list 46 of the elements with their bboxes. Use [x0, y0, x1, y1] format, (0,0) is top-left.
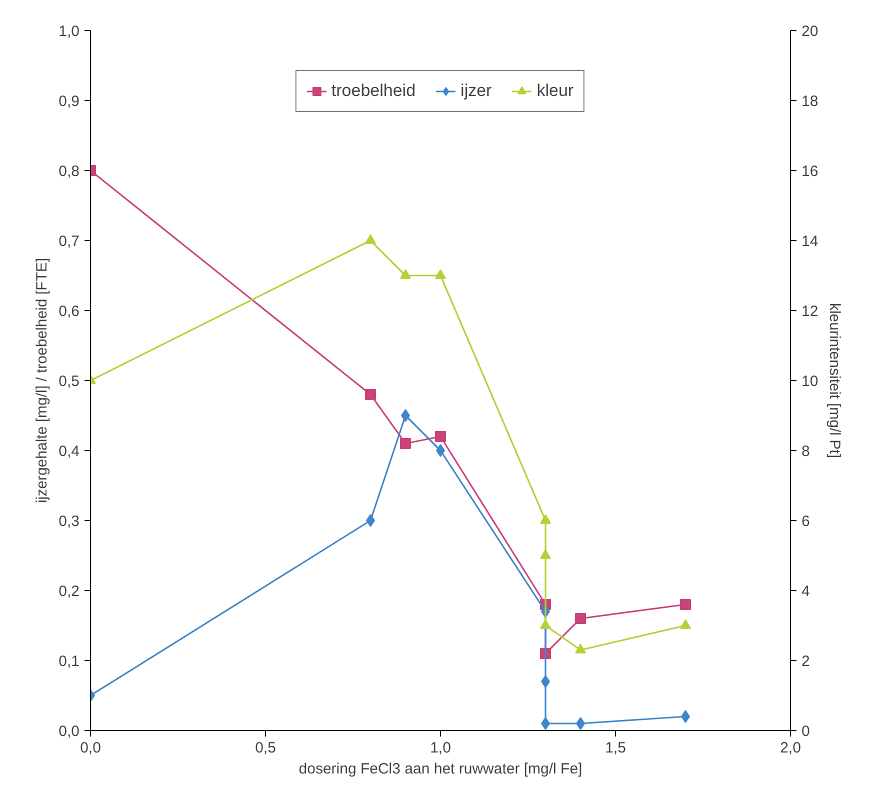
x-tick-label: 0,0: [80, 740, 101, 756]
point: [575, 613, 586, 624]
point: [575, 644, 586, 654]
y-tick-label: 0,7: [58, 233, 80, 250]
legend-label: kleur: [536, 81, 574, 101]
y2-tick-label: 4: [802, 583, 810, 600]
point: [540, 549, 551, 559]
x-axis-title: dosering FeCl3 aan het ruwwater [mg/l Fe]: [298, 760, 582, 778]
y-axis-title: ijzergehalte [mg/l] / troebelheid [FTE]: [34, 258, 51, 504]
y-tick-label: 0,4: [58, 443, 80, 460]
point: [400, 438, 411, 449]
x-tick-label: 2,0: [780, 740, 801, 756]
point: [540, 619, 551, 629]
y2-tick-label: 18: [802, 93, 818, 110]
y-tick-label: 0,3: [58, 513, 80, 530]
y-tick-label: 0,2: [58, 583, 80, 600]
point: [365, 234, 376, 244]
point: [680, 599, 691, 610]
y-tick-label: 0,5: [58, 373, 80, 390]
x-tick-label: 0,5: [255, 740, 276, 756]
legend-label: ijzer: [460, 81, 492, 101]
point: [365, 389, 376, 400]
y2-tick-label: 16: [802, 163, 818, 180]
point: [435, 431, 446, 442]
y2-tick-label: 10: [802, 373, 818, 390]
x-tick-label: 1,5: [605, 740, 626, 756]
point: [540, 514, 551, 524]
y-tick-label: 1,0: [58, 23, 80, 40]
y-tick-label: 0,6: [58, 303, 80, 320]
y2-tick-label: 14: [802, 233, 818, 250]
x-tick-label: 1,0: [430, 740, 451, 756]
y2-tick-label: 8: [802, 443, 810, 460]
y2-tick-label: 12: [802, 303, 818, 320]
y-tick-label: 0,9: [58, 93, 80, 110]
y-tick-label: 0,8: [58, 163, 80, 180]
y-tick-label: 0,1: [58, 653, 80, 670]
legend-label: troebelheid: [331, 81, 416, 101]
point: [435, 269, 446, 279]
y-tick-label: 0,0: [58, 723, 80, 740]
y2-tick-label: 6: [802, 513, 810, 530]
y2-tick-label: 20: [802, 23, 818, 40]
y2-tick-label: 2: [802, 653, 810, 670]
y2-axis-title: kleurintensiteit [mg/l Pt]: [826, 302, 844, 458]
y2-tick-label: 0: [802, 723, 810, 740]
point: [680, 619, 691, 629]
point: [400, 269, 411, 279]
